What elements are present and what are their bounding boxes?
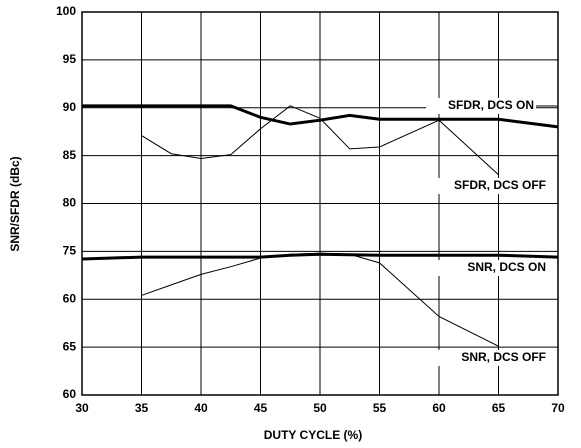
x-tick-label: 65 bbox=[492, 401, 506, 415]
y-tick-label: 85 bbox=[63, 148, 77, 162]
x-axis-label: DUTY CYCLE (%) bbox=[264, 428, 362, 442]
x-tick-label: 40 bbox=[194, 401, 208, 415]
series-label: SNR, DCS ON bbox=[467, 260, 546, 274]
label-bg bbox=[438, 350, 548, 366]
y-axis-label: SNR/SFDR (dBc) bbox=[8, 156, 22, 251]
x-tick-label: 45 bbox=[254, 401, 268, 415]
y-tick-label: 80 bbox=[63, 196, 77, 210]
label-bg bbox=[438, 178, 548, 194]
x-tick-label: 70 bbox=[551, 401, 565, 415]
series-label: SFDR, DCS ON bbox=[448, 98, 534, 112]
y-tick-label: 100 bbox=[56, 4, 76, 18]
series-label: SNR, DCS OFF bbox=[461, 350, 546, 364]
x-tick-label: 30 bbox=[75, 401, 89, 415]
y-tick-label: 90 bbox=[63, 100, 77, 114]
y-tick-label: 60 bbox=[63, 387, 77, 401]
x-tick-label: 60 bbox=[432, 401, 446, 415]
label-bg bbox=[438, 260, 548, 276]
y-tick-label: 75 bbox=[63, 244, 77, 258]
series-line bbox=[82, 104, 559, 129]
series-label: SFDR, DCS OFF bbox=[454, 178, 546, 192]
y-tick-label: 65 bbox=[63, 339, 77, 353]
series-line bbox=[141, 252, 499, 347]
series-line bbox=[141, 105, 499, 176]
y-tick-label: 95 bbox=[63, 52, 77, 66]
series-line bbox=[81, 252, 559, 261]
label-bg bbox=[426, 98, 536, 114]
x-tick-label: 50 bbox=[313, 401, 327, 415]
x-tick-label: 55 bbox=[373, 401, 387, 415]
y-tick-label: 60 bbox=[63, 291, 77, 305]
plot-frame bbox=[81, 11, 559, 396]
x-tick-label: 35 bbox=[135, 401, 149, 415]
